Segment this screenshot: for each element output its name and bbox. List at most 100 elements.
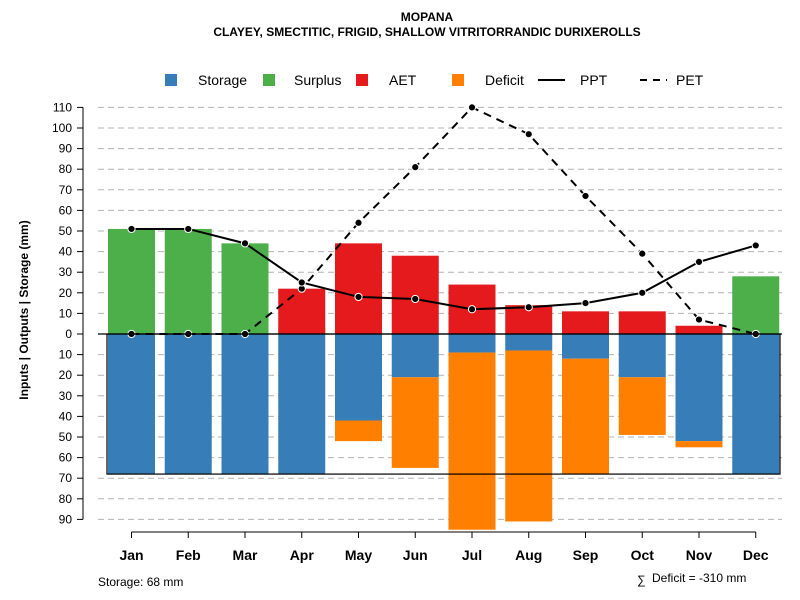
bar-storage — [675, 334, 723, 442]
ppt-line-point — [127, 224, 136, 234]
x-tick-label: May — [345, 547, 372, 563]
bar-storage — [562, 334, 609, 359]
x-tick-label: Sep — [573, 547, 599, 563]
x-tick-label: Jun — [403, 547, 428, 563]
legend-swatch-deficit — [452, 74, 464, 86]
bar-surplus — [221, 243, 269, 334]
legend-swatch-surplus — [263, 74, 275, 86]
x-tick-label: Jan — [119, 547, 143, 563]
bar-storage — [164, 334, 212, 475]
ppt-line-point — [240, 239, 250, 248]
pet-line-point — [638, 249, 647, 258]
y-tick-label: 10 — [59, 348, 73, 362]
bar-deficit — [391, 377, 439, 468]
y-tick-label: 0 — [65, 327, 72, 341]
bar-aet — [618, 311, 666, 334]
y-tick-label: 80 — [59, 492, 73, 506]
bar-aet — [562, 311, 609, 334]
y-tick-label: 20 — [59, 368, 73, 382]
y-tick-label: 60 — [59, 451, 73, 465]
legend-swatch-storage — [165, 74, 177, 86]
y-tick-label: 40 — [59, 409, 73, 423]
x-tick-label: Oct — [631, 547, 655, 563]
legend-label-storage: Storage — [198, 72, 247, 88]
y-tick-label: 110 — [53, 100, 72, 114]
y-tick-label: 10 — [59, 306, 73, 320]
x-tick-label: Nov — [686, 547, 713, 563]
y-tick-label: 90 — [59, 512, 73, 526]
deficit-note: Deficit = -310 mm — [652, 571, 746, 585]
x-tick-label: Mar — [233, 547, 258, 563]
bar-storage — [335, 334, 382, 421]
bar-deficit — [505, 350, 553, 522]
bar-storage — [278, 334, 326, 475]
y-tick-label: 100 — [52, 121, 72, 135]
legend-label-pet: PET — [676, 72, 704, 88]
axes: 10 20 30 40 50 60 70 80 90 100 110 0 10 20 30 40 50 60 70 8… — [52, 100, 782, 563]
y-tick-label: 50 — [59, 430, 73, 444]
bar-aet — [335, 243, 382, 334]
bar-storage — [505, 334, 553, 351]
pet-line-point — [411, 163, 420, 172]
bar-surplus — [732, 276, 780, 334]
x-tick-label: Dec — [743, 547, 769, 563]
bar-storage — [448, 334, 496, 353]
ppt-line-point — [297, 278, 306, 287]
storage-note: Storage: 68 mm — [98, 575, 183, 589]
storage-capacity-box — [106, 333, 781, 475]
ppt-line-point — [467, 305, 477, 314]
y-tick-label: 60 — [59, 203, 73, 217]
legend-label-surplus: Surplus — [294, 72, 341, 88]
y-tick-label: 70 — [59, 471, 73, 485]
legend-swatch-aet — [356, 74, 368, 86]
legend-label-ppt: PPT — [580, 72, 608, 88]
y-tick-label: 50 — [59, 224, 73, 238]
chart-title: MOPANA — [401, 10, 454, 24]
bar-storage — [108, 334, 155, 475]
legend: Storage Surplus AET Deficit PPT PET — [165, 72, 704, 88]
x-tick-label: Aug — [515, 547, 542, 563]
pet-line-point — [354, 218, 363, 227]
ppt-line-point — [524, 303, 533, 312]
chart-subtitle: CLAYEY, SMECTITIC, FRIGID, SHALLOW VITRI… — [213, 25, 640, 39]
pet-line-point — [524, 130, 533, 139]
pet-line-point — [581, 191, 590, 201]
bar-deficit — [448, 352, 496, 530]
bars — [108, 228, 780, 530]
bar-deficit — [562, 358, 609, 475]
bar-deficit — [618, 377, 666, 435]
y-tick-label: 30 — [59, 389, 73, 403]
bar-deficit — [335, 420, 382, 442]
y-tick-label: 20 — [59, 286, 73, 300]
bar-storage — [391, 334, 439, 378]
bar-storage — [221, 334, 269, 475]
bar-aet — [675, 325, 723, 334]
y-tick-label: 70 — [59, 183, 73, 197]
bar-storage — [732, 334, 780, 475]
bar-surplus — [164, 228, 212, 334]
legend-label-aet: AET — [389, 72, 417, 88]
y-axis-label: Inputs | Outputs | Storage (mm) — [17, 220, 31, 399]
ppt-line-point — [694, 257, 704, 266]
ppt-line-point — [411, 294, 420, 304]
ppt-line — [131, 227, 757, 311]
pet-line-point — [694, 315, 704, 324]
ppt-line-point — [751, 241, 760, 250]
y-tick-label: 80 — [59, 162, 73, 176]
y-tick-label: 40 — [59, 245, 73, 259]
bar-surplus — [108, 228, 155, 334]
y-tick-label: 90 — [59, 142, 73, 156]
deficit-symbol: ∑ — [637, 573, 646, 587]
x-tick-label: Apr — [290, 547, 315, 563]
legend-label-deficit: Deficit — [485, 72, 524, 88]
ppt-line-point — [184, 224, 193, 234]
bar-aet — [391, 255, 439, 334]
ppt-line-point — [354, 292, 363, 302]
ppt-line-point — [638, 288, 647, 297]
bar-aet — [278, 288, 326, 334]
ppt-line-point — [581, 299, 590, 308]
y-tick-label: 30 — [59, 265, 73, 279]
bar-deficit — [675, 441, 723, 448]
bar-storage — [618, 334, 666, 378]
